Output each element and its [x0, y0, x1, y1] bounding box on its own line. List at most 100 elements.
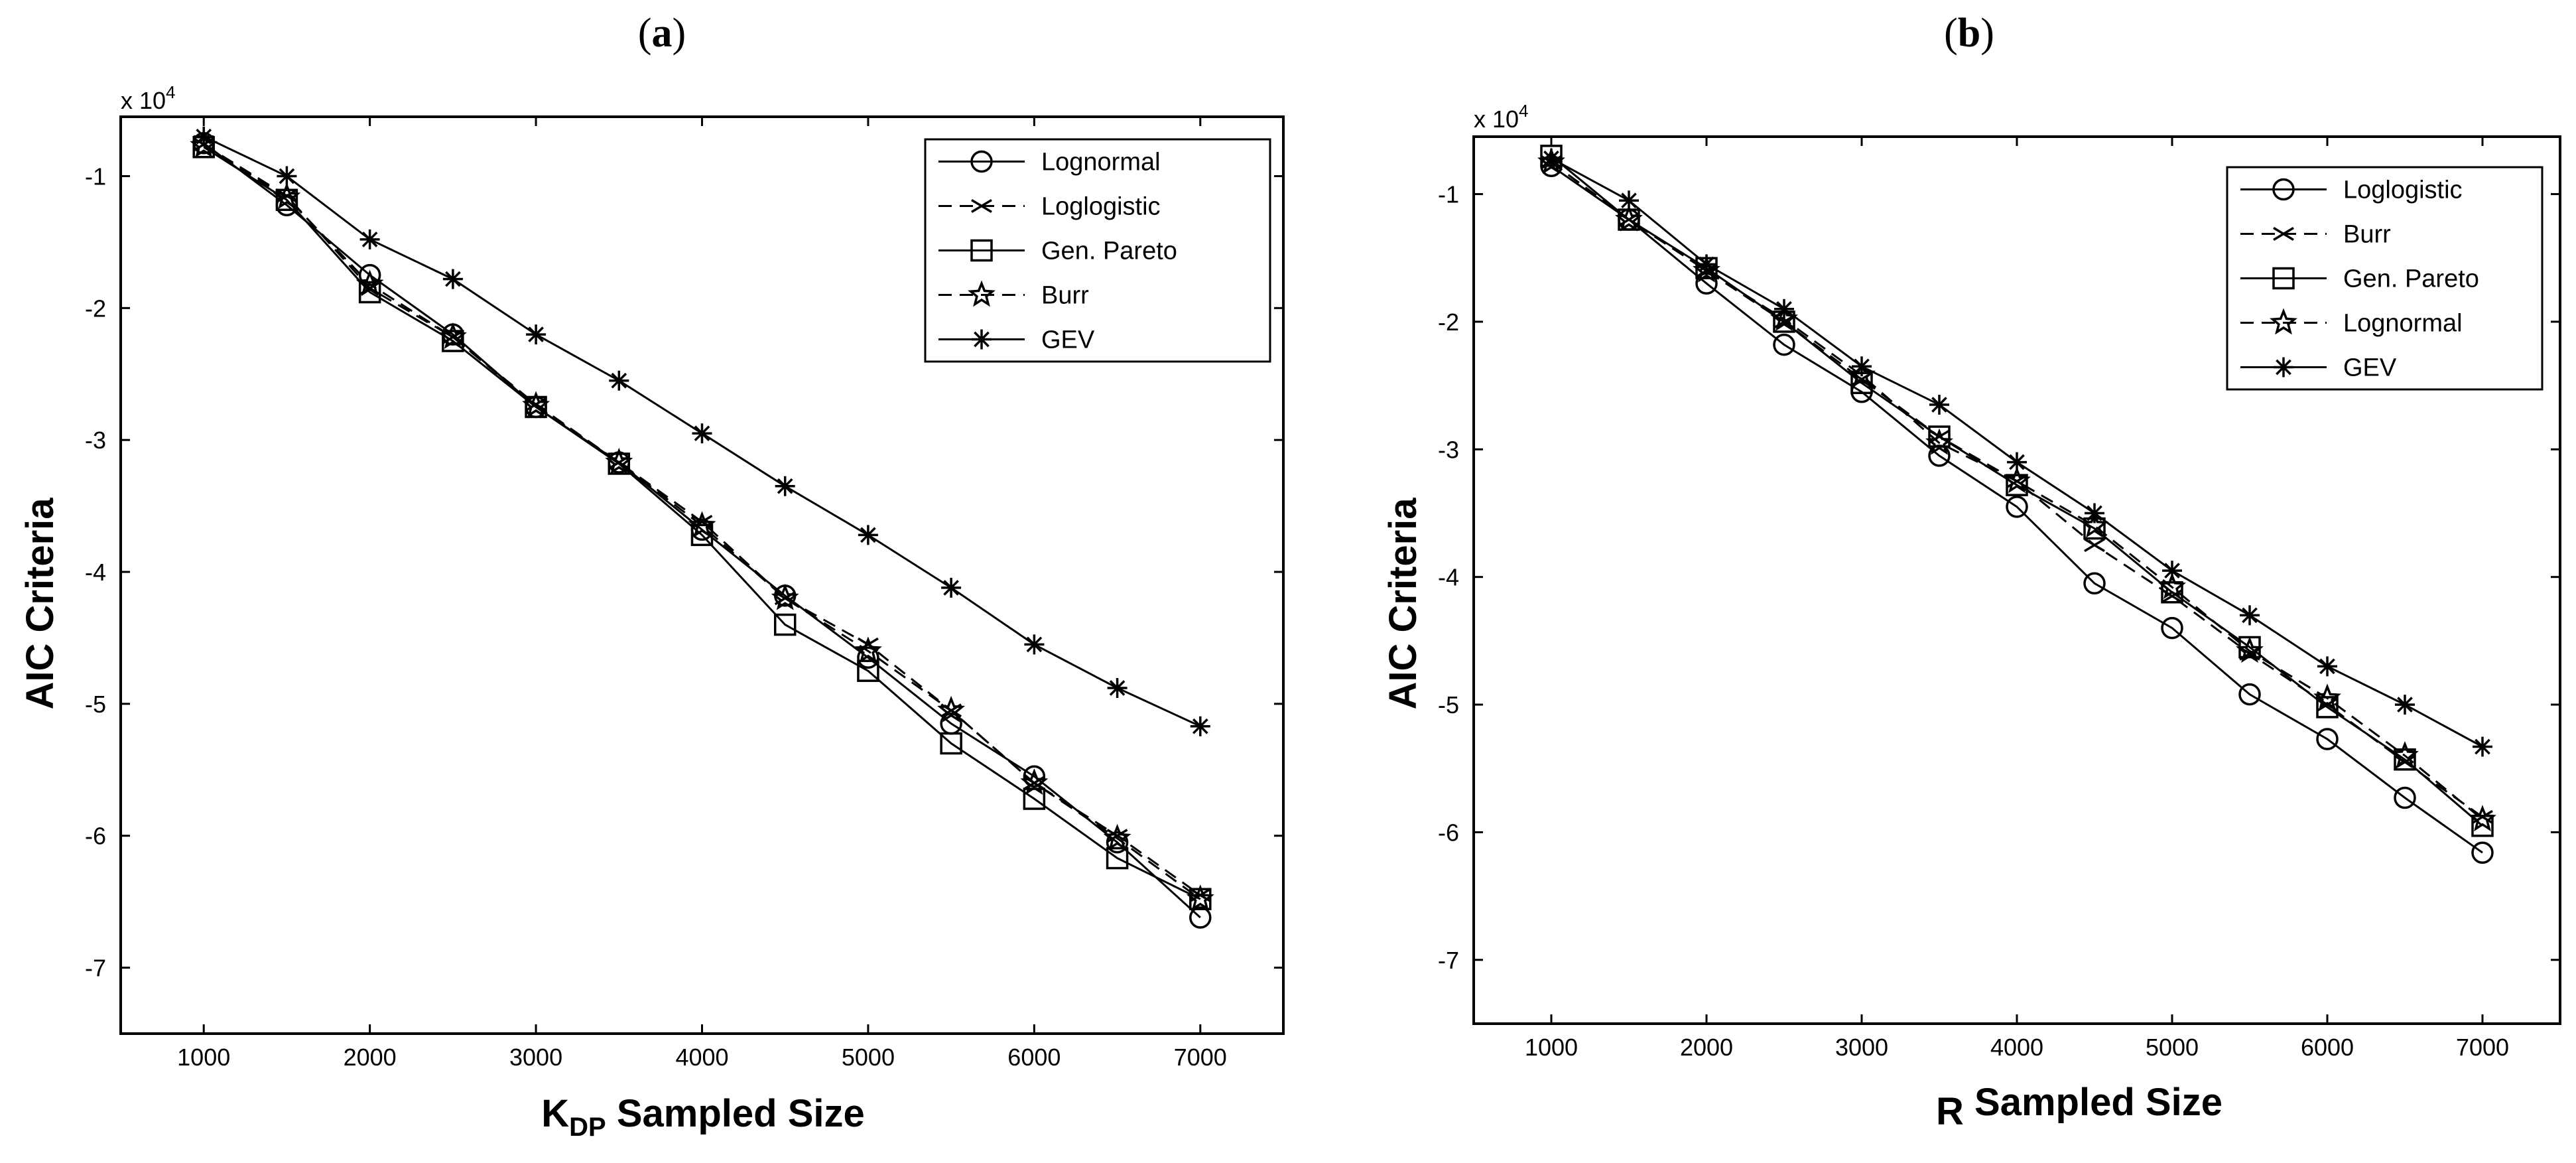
point-gev-stroke [1619, 190, 1639, 211]
legend-item-loglogistic: Loglogistic [2240, 176, 2463, 204]
point-loglogistic [2471, 841, 2494, 864]
legend-marker-loglogistic [2272, 178, 2295, 201]
y-tick-label: -7 [85, 955, 106, 982]
point-gen-pareto [2161, 581, 2183, 604]
x-tick-label: 1000 [177, 1044, 230, 1071]
series-group-b [1537, 145, 2496, 864]
y-tick-label: -2 [85, 295, 106, 322]
legend-item-lognormal: Lognormal [2240, 308, 2463, 338]
series-group-a [190, 126, 1214, 929]
y-tick-label: -4 [1438, 564, 1459, 591]
point-gen-pareto [773, 613, 797, 636]
y-tick-label: -6 [85, 823, 106, 850]
point-loglogistic [2161, 616, 2183, 640]
point-gev-stroke [2085, 503, 2104, 523]
x-tick-label: 7000 [2456, 1034, 2509, 1061]
x-axis-title-b: R Sampled Size [1936, 1081, 2222, 1133]
exponent-label-b: x 104 [1474, 101, 1529, 133]
point-gev-stroke [2240, 605, 2260, 626]
legend-label-lognormal: Lognormal [1041, 149, 1161, 176]
point-gen-pareto [358, 281, 381, 304]
point-gev-stroke [1697, 254, 1716, 275]
point-loglogistic [2316, 728, 2339, 750]
point-lognormal [1189, 906, 1212, 929]
point-gen-pareto [2394, 748, 2416, 771]
point-gen-pareto [275, 188, 298, 212]
point-lognormal [2391, 741, 2419, 768]
point-lognormal [1848, 360, 1876, 387]
legend-label-loglogistic: Loglogistic [1041, 193, 1161, 221]
legend-marker-gev-stroke [972, 329, 992, 350]
point-burr-stroke [2084, 538, 2105, 553]
point-lognormal [1925, 428, 1953, 455]
legend-item-gev: GEV [2240, 354, 2397, 382]
y-tick-label: -5 [85, 691, 106, 718]
legend-label-gev: GEV [1041, 326, 1095, 354]
x-tick-label: 2000 [1680, 1034, 1733, 1061]
point-burr [1020, 768, 1049, 795]
legend-marker-loglogistic [971, 198, 992, 214]
point-gev-stroke [2007, 452, 2027, 472]
legend-marker-gev-stroke [2274, 357, 2293, 377]
point-burr [605, 447, 633, 474]
point-gev [1697, 254, 1716, 275]
point-gev-stroke [442, 269, 463, 289]
point-gev-stroke [1024, 634, 1045, 655]
series-gev [194, 126, 1210, 736]
legend-marker-lognormal [970, 150, 993, 173]
point-gev [1541, 148, 1561, 169]
point-gen-pareto [857, 659, 879, 682]
point-gev [1774, 299, 1794, 319]
point-gev [858, 525, 878, 545]
x-tick-label: 6000 [2301, 1034, 2354, 1061]
y-tick-label: -2 [1438, 308, 1459, 336]
series-line-burr [203, 145, 1201, 900]
point-loglogistic [1773, 333, 1795, 356]
x-tick-label: 2000 [344, 1044, 397, 1071]
legend-marker-gen-pareto [2272, 267, 2295, 290]
point-gev-stroke [692, 423, 712, 444]
legend-item-loglogistic: Loglogistic [938, 193, 1161, 221]
legend-item-gev: GEV [938, 326, 1095, 354]
legend-marker-burr [2273, 226, 2294, 241]
legend-label-gen-pareto: Gen. Pareto [1041, 238, 1177, 265]
point-gev-stroke [2395, 695, 2415, 715]
point-burr [273, 182, 301, 210]
point-gev [609, 370, 629, 391]
panel-a: (a) x 104 AIC Criteria KDP Sampled Size … [19, 11, 1285, 1142]
point-gev-stroke [775, 476, 795, 496]
point-loglogistic-stroke [858, 637, 879, 651]
point-gev [1190, 716, 1210, 736]
legend-marker-burr [968, 280, 996, 307]
x-tick-label: 4000 [1990, 1034, 2043, 1061]
point-gev [1024, 634, 1045, 655]
point-gev-stroke [526, 324, 547, 345]
legend-label-gev: GEV [2343, 354, 2397, 382]
point-loglogistic [858, 637, 879, 651]
point-lognormal [2313, 683, 2341, 711]
y-tick-label: -7 [1438, 947, 1459, 974]
y-tick-label: -1 [1438, 181, 1459, 208]
point-gev [1619, 190, 1639, 211]
series-line-gen-pareto [203, 146, 1201, 900]
x-axis-title-a: KDP Sampled Size [541, 1092, 865, 1142]
point-gev-stroke [2162, 561, 2182, 581]
point-gev [277, 166, 297, 186]
legend-marker-lognormal [2270, 308, 2297, 335]
legend-marker-gev [972, 329, 992, 350]
point-burr [438, 322, 467, 349]
ticks-a: 1000 2000 3000 4000 5000 6000 7000 -1 -2 -3 -4 -5 -6… [85, 117, 1283, 1071]
y-axis-title-b: AIC Criteria [1382, 498, 1425, 710]
point-lognormal [2158, 573, 2186, 599]
point-gev [2473, 736, 2492, 757]
point-loglogistic [2394, 786, 2416, 809]
point-gev-stroke [1774, 299, 1794, 319]
point-gev [526, 324, 547, 345]
point-burr [937, 695, 966, 722]
point-lognormal [2003, 466, 2031, 494]
legend-marker-burr-stroke [2273, 226, 2294, 241]
point-lognormal [1106, 831, 1129, 854]
point-gev [2395, 695, 2415, 715]
y-tick-label: -5 [1438, 691, 1459, 718]
